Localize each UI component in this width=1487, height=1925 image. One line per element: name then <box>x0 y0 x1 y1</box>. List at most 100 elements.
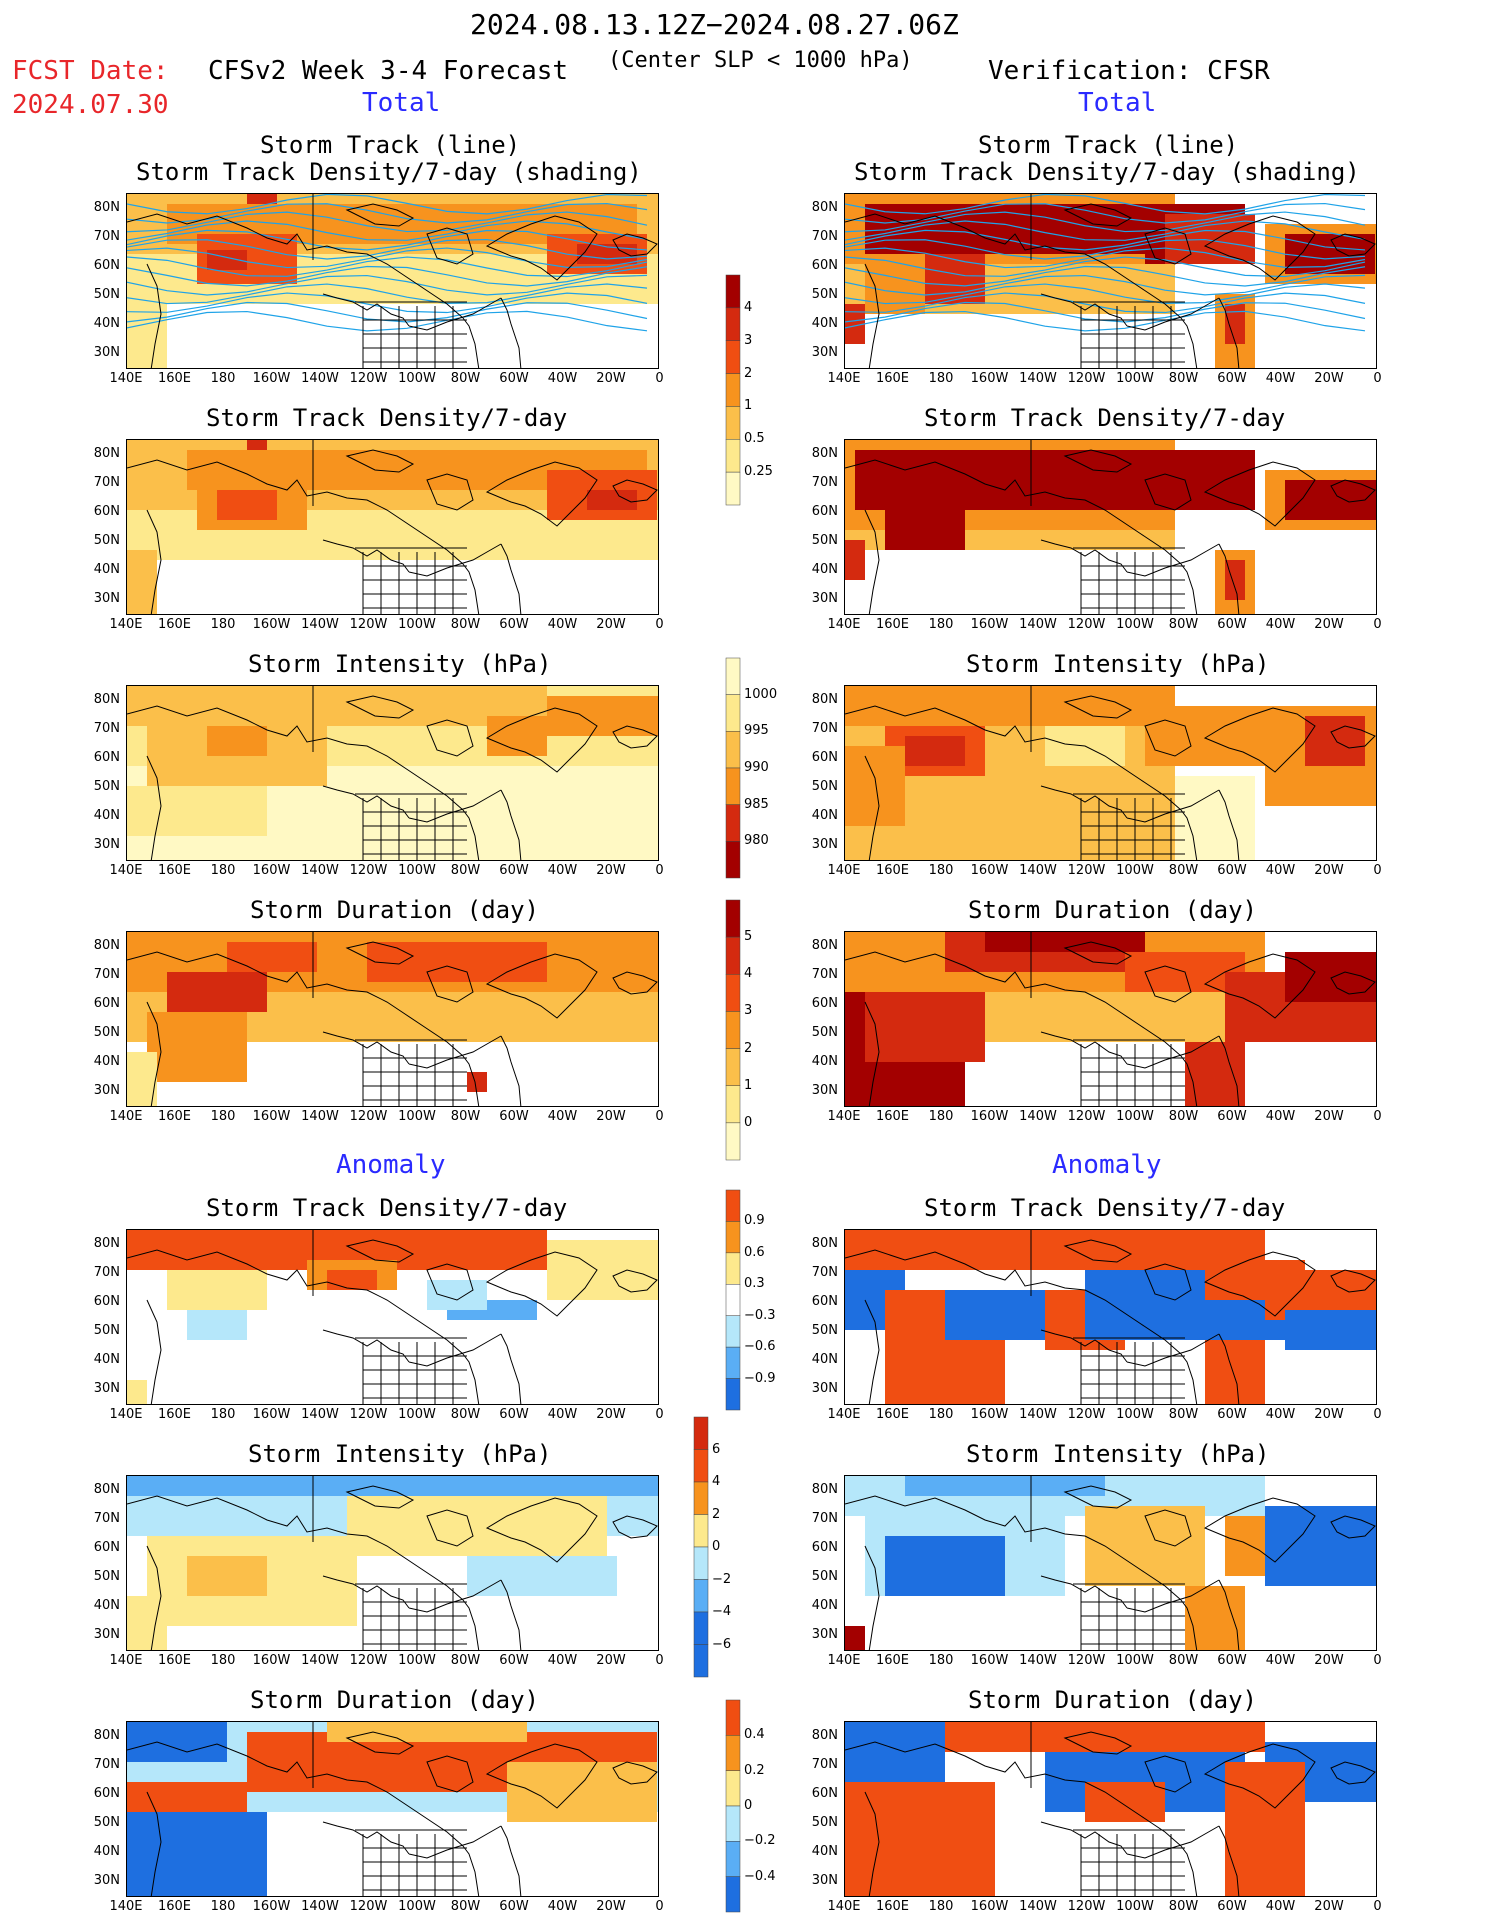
lon-tick-label: 40W <box>547 1899 578 1914</box>
lat-tick-label: 30N <box>93 837 120 852</box>
lon-tick-label: 140W <box>301 863 339 878</box>
coastline <box>500 1825 522 1896</box>
coastline <box>127 1741 464 1847</box>
lon-tick-label: 0 <box>655 371 664 386</box>
coastline <box>1180 563 1198 614</box>
lat-tick-label: 30N <box>811 1873 838 1888</box>
shading-block <box>127 304 167 368</box>
lon-tick-label: 160W <box>970 617 1009 632</box>
coastline <box>1180 1353 1198 1404</box>
colorbar-label: 0.2 <box>744 1762 765 1778</box>
map-verif-density-anom <box>844 1229 1377 1405</box>
coastline <box>408 297 502 331</box>
lon-tick-label: 140W <box>1019 1407 1057 1422</box>
colorbar-label: −0.6 <box>744 1339 776 1355</box>
coastline <box>1144 1509 1192 1547</box>
storm-track-line <box>845 310 1366 332</box>
map-verif-duration-anom <box>844 1721 1377 1897</box>
lat-tick-label: 60N <box>93 750 120 765</box>
coastline <box>1063 1485 1133 1509</box>
colorbar-swatch <box>725 274 741 309</box>
lat-tick-label: 50N <box>811 533 838 548</box>
storm-track-line <box>127 220 648 241</box>
lat-tick-label: 80N <box>93 1482 120 1497</box>
coastline <box>1040 293 1128 327</box>
coastline <box>1180 1055 1198 1106</box>
lon-tick-label: 160W <box>970 1407 1009 1422</box>
lon-tick-label: 160E <box>157 1653 192 1668</box>
coastline <box>1203 461 1316 527</box>
coastline <box>408 1825 502 1859</box>
panel-title-r4: Storm Duration (day) <box>968 896 1257 924</box>
coastline <box>485 1251 598 1317</box>
shading-block <box>1185 1042 1245 1106</box>
shading-block <box>127 1380 147 1404</box>
lon-tick-label: 40W <box>1265 617 1296 632</box>
coastline <box>127 1249 464 1355</box>
coastline <box>1063 203 1133 227</box>
colorbar-duration-anom-svg <box>725 1699 741 1913</box>
lon-tick-label: 180 <box>928 1653 954 1668</box>
shading-block <box>885 1536 1005 1596</box>
lon-tick-label: 180 <box>928 863 954 878</box>
lon-tick-label: 40W <box>1265 1407 1296 1422</box>
verification-title: Verification: CFSR <box>988 56 1270 86</box>
storm-track-line <box>127 274 648 296</box>
lat-tick-label: 70N <box>93 1511 120 1526</box>
storm-track-line <box>127 247 648 269</box>
lon-tick-label: 140E <box>109 1653 143 1668</box>
lon-tick-label: 20W <box>596 1899 626 1914</box>
lon-tick-label: 160E <box>157 617 192 632</box>
map-forecast-density-anom <box>126 1229 659 1405</box>
shading-block <box>467 1072 487 1092</box>
coastline <box>146 1545 162 1650</box>
coastline <box>1144 473 1192 511</box>
lon-tick-label: 40W <box>547 371 578 386</box>
colorbar-label: −6 <box>712 1636 732 1652</box>
lat-tick-label: 60N <box>811 1294 838 1309</box>
coastline <box>345 941 415 965</box>
colorbar-label: 0.4 <box>744 1727 765 1743</box>
shading-block <box>327 1722 527 1742</box>
colorbar-swatch <box>725 439 741 473</box>
lon-tick-label: 160E <box>157 1407 192 1422</box>
storm-track-line <box>845 292 1366 314</box>
lon-tick-label: 0 <box>655 863 664 878</box>
lat-tick-label: 50N <box>811 1025 838 1040</box>
lon-tick-label: 120W <box>1067 863 1106 878</box>
lon-tick-label: 100W <box>398 1899 436 1914</box>
coastline <box>345 695 415 719</box>
lat-tick-label: 50N <box>93 287 120 302</box>
lat-tick-label: 30N <box>93 591 120 606</box>
coastline <box>322 785 410 819</box>
lon-tick-label: 180 <box>928 1899 954 1914</box>
colorbar-label: 2 <box>744 365 753 381</box>
lat-tick-label: 80N <box>811 1236 838 1251</box>
lon-tick-label: 80W <box>450 1899 481 1914</box>
shading-block <box>327 1270 377 1290</box>
coastline <box>1218 1333 1240 1404</box>
storm-track-line <box>127 238 648 260</box>
coastline <box>462 809 480 860</box>
shading-block <box>147 1012 247 1082</box>
lat-tick-label: 60N <box>93 1294 120 1309</box>
coastline <box>845 1741 1182 1847</box>
panel-title-l1a: Storm Track (line) <box>260 131 521 159</box>
lon-tick-label: 160W <box>970 863 1009 878</box>
lon-tick-label: 140W <box>301 1653 339 1668</box>
colorbar-label: 0.9 <box>744 1213 765 1229</box>
coastline <box>345 1485 415 1509</box>
panel-title-r6: Storm Intensity (hPa) <box>966 1440 1270 1468</box>
lon-tick-label: 80W <box>1168 1653 1199 1668</box>
coastline <box>1218 297 1240 368</box>
coastline <box>845 213 1182 319</box>
coastline <box>426 1509 474 1547</box>
colorbar-swatch <box>725 1048 741 1086</box>
lat-tick-label: 50N <box>93 533 120 548</box>
lat-tick-label: 70N <box>811 1757 838 1772</box>
panel-title-l3: Storm Intensity (hPa) <box>248 650 552 678</box>
colorbar-intensity-svg <box>725 657 741 879</box>
lon-tick-label: 120W <box>1067 1109 1106 1124</box>
colorbar-swatch <box>725 1252 741 1285</box>
panel-title-r5: Storm Track Density/7-day <box>924 1194 1286 1222</box>
